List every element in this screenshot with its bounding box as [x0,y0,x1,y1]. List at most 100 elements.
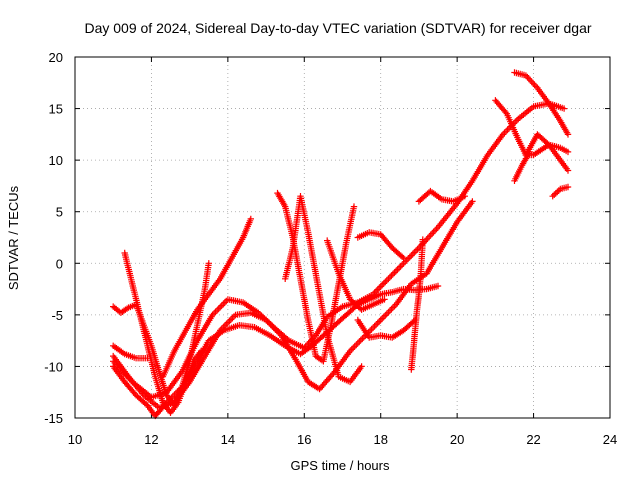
data-point-markers [346,296,364,312]
data-point-markers [171,329,188,355]
series-arc-17 [522,131,572,174]
data-point-markers [251,324,272,338]
series-arc-18 [511,148,533,184]
data-point-markers [389,244,407,262]
x-tick-label: 24 [603,432,617,447]
data-point-markers [297,275,311,322]
series-arc-19 [549,183,572,200]
data-point-markers [117,305,131,316]
x-tick-label: 16 [297,432,311,447]
data-point-markers [132,355,151,362]
data-point-markers [129,378,153,400]
data-point-markers [167,401,181,416]
data-point-markers [369,296,388,308]
data-point-markers [522,72,540,90]
data-point-markers [557,144,572,156]
data-point-markers [304,229,319,275]
data-point-markers [331,312,349,329]
data-point-markers [423,282,442,293]
y-tick-label: 10 [49,153,63,168]
y-tick-label: -15 [44,411,63,426]
y-tick-label: -5 [51,308,63,323]
data-point-markers [417,236,426,277]
data-point-markers [182,308,200,334]
data-point-markers [297,193,311,234]
data-point-markers [186,324,200,365]
series-arc-14 [415,187,468,205]
data-point-markers [358,302,375,313]
data-point-markers [324,237,342,275]
data-point-markers [515,104,536,123]
data-point-markers [343,203,358,246]
data-point-markers [392,282,414,308]
data-point-markers [239,299,260,315]
x-tick-label: 14 [221,432,235,447]
data-point-markers [400,246,421,267]
data-point-markers [377,231,395,250]
data-point-markers [239,215,254,241]
data-point-markers [545,141,563,162]
y-tick-label: 5 [56,205,63,220]
tick-labels: 10 12 14 16 18 20 22 24 -15 -10 -5 0 5 10 15 20 [44,50,617,447]
data-point-markers [369,277,390,298]
data-point-markers [148,342,162,373]
data-point-markers [324,332,342,378]
data-point-markers [545,100,563,123]
series-arc-10 [324,237,388,313]
series-arc-12 [408,236,426,373]
data-point-markers [282,203,296,239]
data-point-markers [132,392,150,408]
data-point-markers [209,297,230,319]
data-point-markers [484,132,505,159]
data-point-markers [557,156,572,174]
data-point-markers [354,316,372,339]
data-point-markers [389,328,406,341]
data-point-markers [136,311,151,347]
data-point-markers [503,110,521,141]
data-point-markers [434,202,459,231]
data-point-markers [346,363,365,386]
data-point-markers [293,358,311,384]
series-arc-9 [282,193,365,386]
x-tick-label: 22 [526,432,540,447]
chart-title: Day 009 of 2024, Sidereal Day-to-day VTE… [84,20,591,36]
data-point-markers [427,187,444,202]
data-point-markers [285,337,306,351]
data-point-markers [140,392,161,410]
data-point-markers [121,249,135,286]
data-point-markers [354,292,375,306]
data-point-markers [270,324,291,343]
data-point-markers [201,260,212,293]
data-point-markers [423,246,444,277]
data-point-markers [411,308,420,334]
series-arc-3 [110,100,568,401]
data-point-markers [453,198,476,226]
data-point-markers [125,302,138,311]
data-point-markers [121,350,138,361]
series-arc-15 [511,69,572,138]
data-point-markers [354,230,371,241]
data-point-markers [228,236,246,262]
data-point-markers [186,354,207,386]
data-point-markers [159,349,177,380]
data-point-markers [110,363,127,384]
data-point-markers [410,329,419,355]
data-point-markers [385,261,406,282]
data-point-markers [190,347,205,365]
data-point-markers [335,373,352,385]
y-tick-label: 15 [49,102,63,117]
series-arc-7 [110,342,151,362]
data-point-markers [182,360,196,386]
data-point-markers [255,309,276,329]
data-point-markers [110,358,135,384]
data-point-markers [312,270,330,337]
data-point-markers [316,370,337,393]
data-point-markers [282,246,296,282]
data-point-markers [194,288,208,329]
data-point-markers [121,378,139,397]
data-point-markers [312,352,326,364]
y-axis-label: SDTVAR / TECUs [6,185,21,290]
data-point-markers [557,183,572,193]
